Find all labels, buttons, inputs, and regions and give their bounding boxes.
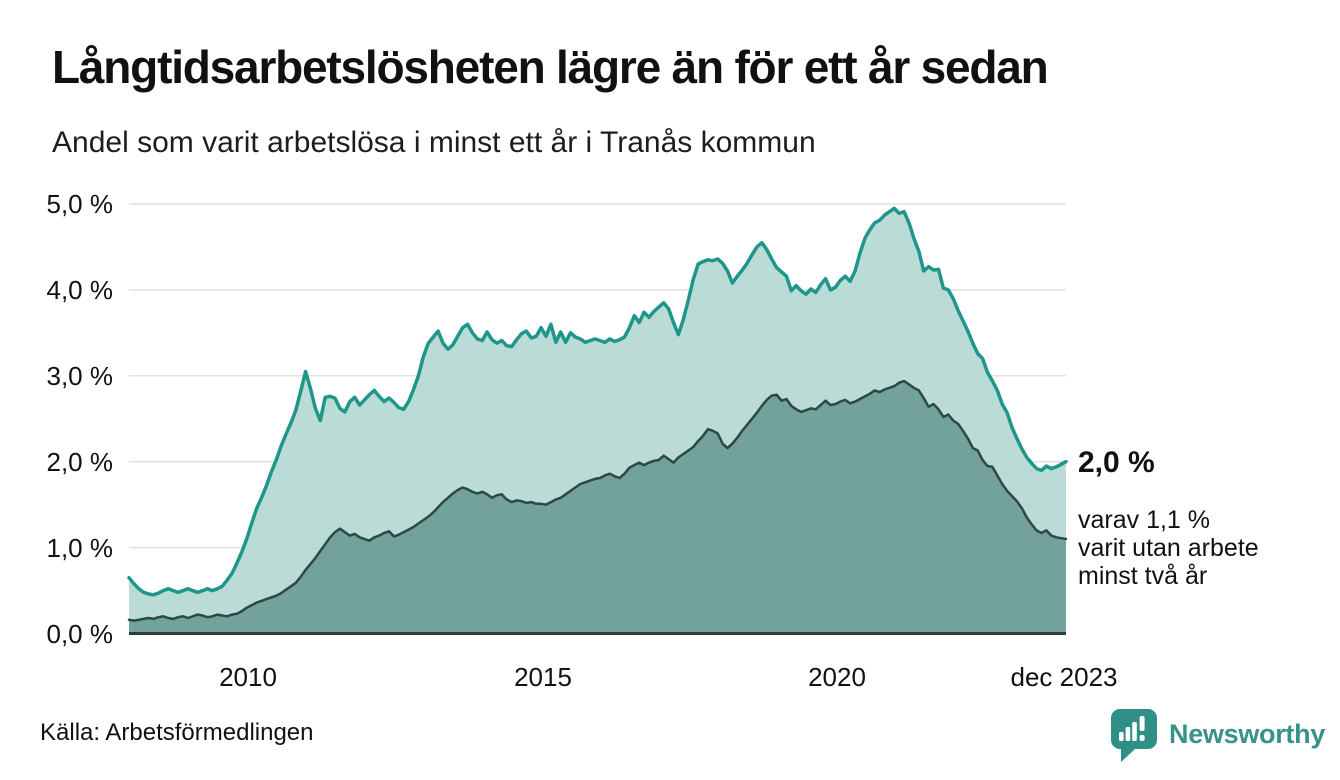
y-axis-tick-label: 0,0 %: [46, 619, 114, 649]
y-axis-tick-label: 4,0 %: [46, 275, 114, 305]
y-axis-tick-label: 1,0 %: [46, 533, 114, 563]
end-value-subannotation: varav 1,1 % varit utan arbete minst två …: [1078, 506, 1259, 590]
annotation-line: varit utan arbete: [1078, 534, 1259, 562]
chart-title: Långtidsarbetslösheten lägre än för ett …: [52, 41, 1049, 93]
x-axis-tick-label: 2010: [219, 662, 277, 692]
x-axis-tick-label: 2015: [514, 662, 572, 692]
y-axis-tick-label: 5,0 %: [46, 189, 114, 219]
annotation-line: varav 1,1 %: [1078, 506, 1211, 534]
source-credit: Källa: Arbetsförmedlingen: [40, 719, 314, 746]
annotation-line: minst två år: [1078, 562, 1208, 590]
y-axis-tick-label: 2,0 %: [46, 447, 114, 477]
chart-subtitle: Andel som varit arbetslösa i minst ett å…: [52, 126, 816, 159]
newsworthy-bubble-chart-icon: [1111, 709, 1157, 762]
newsworthy-logo: Newsworthy: [1108, 706, 1325, 763]
y-axis-tick-label: 3,0 %: [46, 361, 114, 391]
newsworthy-wordmark: Newsworthy: [1169, 719, 1326, 749]
end-value-annotation: 2,0 %: [1078, 446, 1155, 479]
area-chart: [127, 203, 1068, 635]
x-axis-tick-label: 2020: [808, 662, 866, 692]
x-axis-tick-label: dec 2023: [1010, 662, 1118, 692]
